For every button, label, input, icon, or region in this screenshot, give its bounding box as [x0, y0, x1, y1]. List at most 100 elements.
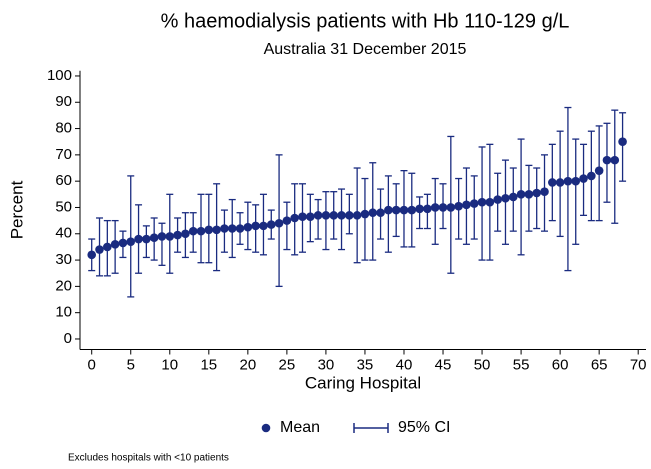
mean-point — [571, 176, 581, 186]
mean-point — [548, 178, 557, 187]
mean-point — [298, 212, 307, 221]
y-tick-label: 90 — [55, 93, 72, 110]
error-bar — [158, 222, 166, 266]
mean-point — [618, 137, 627, 147]
mean-point — [251, 221, 260, 231]
y-tick-label: 50 — [55, 198, 72, 215]
chart-subtitle: Australia 31 December 2015 — [264, 41, 467, 58]
mean-point — [391, 205, 401, 215]
y-tick-label: 40 — [55, 225, 72, 242]
mean-point — [602, 155, 612, 165]
mean-point — [438, 203, 448, 212]
mean-point — [165, 232, 175, 241]
mean-point — [259, 221, 268, 231]
x-axis-label: Caring Hospital — [305, 373, 421, 392]
y-tick-label: 100 — [47, 67, 72, 84]
y-axis-label: Percent — [7, 180, 26, 239]
mean-point — [555, 178, 565, 187]
y-tick-label: 20 — [55, 277, 72, 294]
mean-point — [368, 208, 378, 218]
y-tick-label: 70 — [55, 146, 72, 163]
error-bar — [564, 106, 572, 272]
mean-point — [360, 209, 370, 219]
x-tick-label: 5 — [127, 356, 135, 373]
mean-point — [501, 193, 510, 203]
error-bar — [533, 167, 541, 230]
mean-point — [282, 216, 292, 225]
mean-point — [243, 222, 253, 232]
error-bar — [572, 138, 580, 245]
mean-point — [329, 211, 339, 220]
mean-point — [384, 205, 393, 215]
mean-point — [134, 234, 143, 244]
mean-point — [469, 199, 479, 208]
mean-point — [220, 224, 229, 233]
mean-point — [157, 232, 167, 241]
mean-point — [407, 205, 417, 215]
mean-point — [610, 155, 620, 165]
error-bar — [361, 177, 369, 261]
mean-point — [594, 166, 604, 175]
mean-point — [196, 226, 206, 236]
x-tick-label: 45 — [435, 356, 452, 373]
mean-point — [516, 190, 526, 199]
mean-point — [126, 237, 136, 246]
error-bar — [283, 201, 291, 251]
mean-point — [430, 203, 440, 212]
y-tick-label: 60 — [55, 172, 72, 189]
mean-point — [477, 197, 487, 207]
legend-marker — [261, 423, 271, 433]
legend-label: 95% CI — [398, 419, 450, 436]
mean-point — [345, 211, 354, 220]
mean-point — [95, 245, 104, 254]
x-tick-label: 60 — [552, 356, 569, 373]
mean-point — [423, 204, 432, 214]
x-tick-label: 20 — [240, 356, 257, 373]
x-tick-label: 10 — [161, 356, 178, 373]
x-tick-label: 40 — [396, 356, 413, 373]
y-tick-label: 10 — [55, 304, 72, 321]
mean-point — [290, 213, 299, 223]
mean-point — [376, 208, 385, 218]
x-tick-label: 50 — [474, 356, 491, 373]
mean-point — [266, 220, 276, 229]
mean-point — [87, 250, 97, 260]
y-tick-label: 30 — [55, 251, 72, 268]
mean-point — [103, 242, 112, 252]
mean-point — [321, 211, 331, 220]
mean-point — [462, 200, 471, 210]
x-tick-label: 65 — [591, 356, 608, 373]
mean-point — [306, 212, 315, 221]
mean-point — [235, 224, 245, 233]
y-tick-label: 0 — [64, 330, 72, 347]
mean-point — [415, 204, 424, 214]
chart-title: % haemodialysis patients with Hb 110-129… — [161, 10, 570, 32]
x-tick-label: 35 — [357, 356, 374, 373]
mean-point — [587, 171, 596, 181]
mean-point — [337, 211, 346, 220]
footnote: Excludes hospitals with <10 patients — [68, 453, 229, 464]
x-tick-label: 15 — [200, 356, 217, 373]
y-tick-label: 80 — [55, 120, 72, 137]
mean-point — [274, 218, 284, 228]
mean-point — [352, 211, 362, 220]
mean-point — [399, 205, 409, 215]
x-tick-label: 70 — [630, 356, 647, 373]
error-bar — [127, 175, 135, 298]
mean-point — [149, 233, 159, 243]
mean-point — [188, 226, 198, 236]
mean-point — [532, 188, 542, 198]
mean-point — [212, 225, 221, 235]
mean-point — [493, 195, 502, 204]
mean-point — [446, 203, 456, 212]
error-bar — [611, 109, 619, 224]
mean-point — [579, 174, 588, 183]
mean-point — [110, 239, 120, 249]
mean-point — [118, 238, 128, 248]
x-tick-label: 30 — [318, 356, 335, 373]
x-tick-label: 25 — [279, 356, 296, 373]
mean-point — [563, 176, 573, 186]
mean-point — [204, 225, 214, 235]
x-tick-label: 55 — [513, 356, 530, 373]
